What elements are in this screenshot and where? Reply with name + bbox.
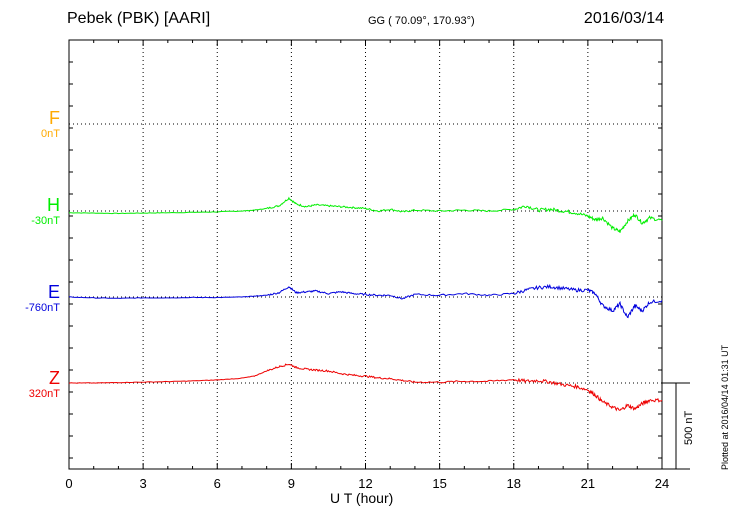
station-coords: GG ( 70.09°, 170.93°) bbox=[368, 15, 475, 27]
x-tick-label: 6 bbox=[214, 476, 221, 491]
component-baseline: -760nT bbox=[25, 302, 60, 314]
x-tick-label: 0 bbox=[65, 476, 72, 491]
scale-bar bbox=[662, 382, 690, 470]
x-ticks: 0 3 6 9 12 15 18 21 24 bbox=[65, 40, 669, 491]
component-e-label: E -760nT bbox=[0, 282, 60, 314]
station-title: Pebek (PBK) [AARI] bbox=[67, 10, 211, 27]
component-f-label: F 0nT bbox=[0, 108, 60, 140]
component-h-label: H -30nT bbox=[0, 195, 60, 227]
plotted-timestamp: Plotted at 2016/04/14 01:31 UT bbox=[720, 344, 730, 470]
component-baseline: 0nT bbox=[41, 128, 60, 140]
series-line-z bbox=[68, 363, 663, 412]
series-line-e bbox=[68, 283, 663, 319]
x-tick-label: 21 bbox=[581, 476, 595, 491]
scale-bar-label: 500 nT bbox=[683, 410, 695, 445]
component-z-label: Z 320nT bbox=[0, 368, 60, 400]
grid-lines bbox=[69, 40, 662, 469]
component-baseline: -30nT bbox=[31, 215, 60, 227]
component-name: F bbox=[49, 108, 60, 128]
chart-date: 2016/03/14 bbox=[583, 10, 664, 27]
x-tick-label: 18 bbox=[507, 476, 521, 491]
x-tick-label: 15 bbox=[432, 476, 446, 491]
component-name: Z bbox=[49, 368, 60, 388]
component-baseline: 320nT bbox=[28, 388, 60, 400]
component-name: E bbox=[47, 282, 60, 302]
component-name: H bbox=[47, 195, 60, 215]
x-tick-label: 9 bbox=[288, 476, 295, 491]
x-tick-label: 3 bbox=[140, 476, 147, 491]
series-group bbox=[68, 196, 663, 412]
x-axis-label: U T (hour) bbox=[330, 490, 394, 506]
x-tick-label: 12 bbox=[358, 476, 372, 491]
series-line-h bbox=[69, 196, 663, 233]
x-tick-label: 24 bbox=[655, 476, 669, 491]
